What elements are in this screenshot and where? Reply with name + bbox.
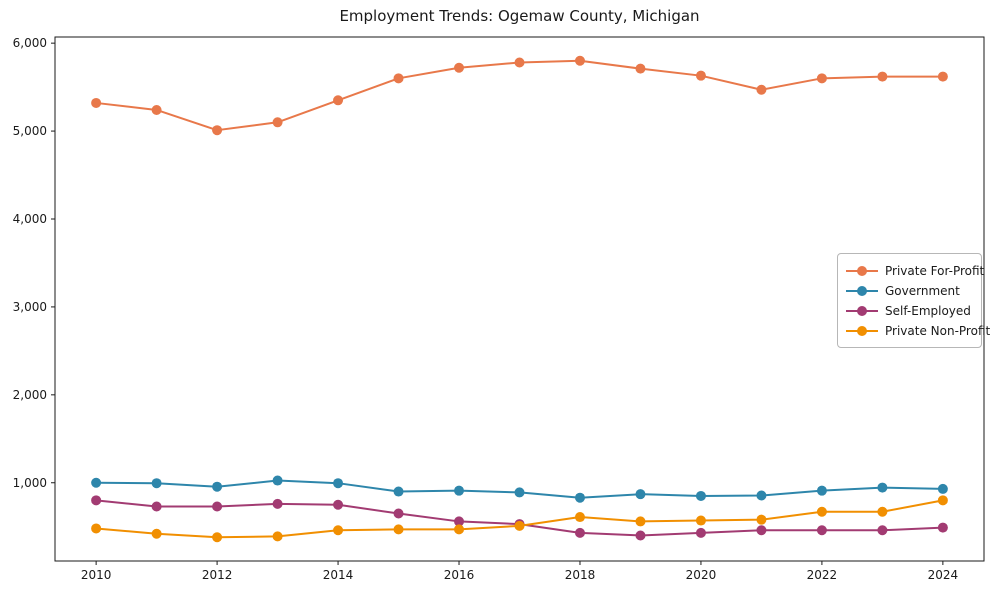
data-point-self-employed-2022 (816, 525, 827, 536)
legend-marker-icon (846, 266, 878, 276)
data-point-private-non-profit-2011 (151, 528, 162, 539)
data-point-government-2013 (272, 475, 283, 486)
data-point-government-2018 (574, 492, 585, 503)
data-point-private-non-profit-2024 (937, 495, 948, 506)
series-government (91, 475, 948, 503)
data-point-private-for-profit-2014 (333, 95, 344, 106)
data-point-self-employed-2019 (635, 530, 646, 541)
data-point-private-for-profit-2015 (393, 73, 404, 84)
plot-frame (54, 36, 985, 562)
chart-title: Employment Trends: Ogemaw County, Michig… (339, 7, 700, 25)
data-point-private-for-profit-2011 (151, 104, 162, 115)
data-point-government-2014 (333, 478, 344, 489)
x-axis-tick-label: 2018 (565, 568, 596, 582)
y-axis-tick-label: 1,000 (13, 476, 47, 490)
data-point-government-2015 (393, 486, 404, 497)
data-point-private-non-profit-2019 (635, 516, 646, 527)
data-point-private-for-profit-2017 (514, 57, 525, 68)
data-point-government-2010 (91, 477, 102, 488)
x-axis-tick-label: 2012 (202, 568, 233, 582)
legend-marker-icon (846, 326, 878, 336)
data-point-government-2021 (756, 490, 767, 501)
series-line-private-for-profit (96, 59, 943, 132)
data-point-government-2023 (877, 482, 888, 493)
data-point-government-2020 (695, 490, 706, 501)
data-point-private-non-profit-2021 (756, 514, 767, 525)
data-point-self-employed-2020 (695, 527, 706, 538)
data-point-private-non-profit-2012 (212, 532, 223, 543)
data-point-self-employed-2012 (212, 501, 223, 512)
data-point-private-non-profit-2014 (333, 525, 344, 536)
y-axis-tick-label: 5,000 (13, 124, 47, 138)
data-point-self-employed-2023 (877, 525, 888, 536)
data-point-private-non-profit-2013 (272, 531, 283, 542)
data-point-self-employed-2014 (333, 499, 344, 510)
data-point-self-employed-2015 (393, 508, 404, 519)
data-point-private-non-profit-2020 (695, 515, 706, 526)
data-point-self-employed-2013 (272, 498, 283, 509)
data-point-government-2016 (454, 485, 465, 496)
y-axis-tick-label: 3,000 (13, 300, 47, 314)
data-point-self-employed-2016 (454, 516, 465, 527)
data-point-self-employed-2010 (91, 495, 102, 506)
data-point-government-2024 (937, 483, 948, 494)
x-axis-tick-label: 2020 (686, 568, 717, 582)
legend-item-government: Government (846, 281, 975, 301)
data-point-private-for-profit-2020 (695, 70, 706, 81)
data-point-private-for-profit-2013 (272, 117, 283, 128)
legend-item-self-employed: Self-Employed (846, 301, 975, 321)
data-point-government-2019 (635, 489, 646, 500)
series-private-non-profit (91, 495, 948, 543)
data-point-government-2012 (212, 481, 223, 492)
data-point-self-employed-2011 (151, 501, 162, 512)
legend-label: Self-Employed (885, 304, 971, 318)
data-point-private-for-profit-2022 (816, 73, 827, 84)
legend-marker-icon (846, 286, 878, 296)
x-axis-tick-label: 2024 (928, 568, 959, 582)
data-point-government-2022 (816, 485, 827, 496)
data-point-private-for-profit-2010 (91, 97, 102, 108)
data-point-government-2017 (514, 487, 525, 498)
data-point-private-for-profit-2012 (212, 125, 223, 136)
x-axis-tick-label: 2016 (444, 568, 475, 582)
y-axis-tick-label: 6,000 (13, 36, 47, 50)
data-point-private-non-profit-2023 (877, 506, 888, 517)
data-point-private-for-profit-2021 (756, 84, 767, 95)
data-point-private-for-profit-2019 (635, 63, 646, 74)
legend: Private For-Profit Government Self-Employe… (837, 253, 990, 348)
data-point-self-employed-2024 (937, 522, 948, 533)
legend-label: Private For-Profit (885, 264, 985, 278)
data-point-private-non-profit-2015 (393, 524, 404, 535)
data-point-private-non-profit-2018 (574, 512, 585, 523)
data-point-private-for-profit-2016 (454, 62, 465, 73)
data-point-self-employed-2021 (756, 525, 767, 536)
data-point-private-non-profit-2017 (514, 520, 525, 531)
legend-marker-icon (846, 306, 878, 316)
data-point-private-non-profit-2010 (91, 523, 102, 534)
series-private-for-profit (91, 55, 948, 136)
x-axis-tick-label: 2022 (807, 568, 838, 582)
data-point-private-non-profit-2022 (816, 506, 827, 517)
legend-item-private-for-profit: Private For-Profit (846, 261, 984, 281)
x-axis-tick-label: 2014 (323, 568, 354, 582)
data-point-self-employed-2018 (574, 527, 585, 538)
data-point-private-for-profit-2018 (574, 55, 585, 66)
data-point-private-for-profit-2024 (937, 71, 948, 82)
data-point-private-for-profit-2023 (877, 71, 888, 82)
legend-item-private-non-profit: Private Non-Profit (846, 321, 990, 341)
x-axis-tick-label: 2010 (81, 568, 112, 582)
y-axis-tick-label: 2,000 (13, 388, 47, 402)
data-point-private-non-profit-2016 (454, 524, 465, 535)
legend-label: Government (885, 284, 960, 298)
y-axis-tick-label: 4,000 (13, 212, 47, 226)
legend-label: Private Non-Profit (885, 324, 991, 338)
data-point-government-2011 (151, 478, 162, 489)
